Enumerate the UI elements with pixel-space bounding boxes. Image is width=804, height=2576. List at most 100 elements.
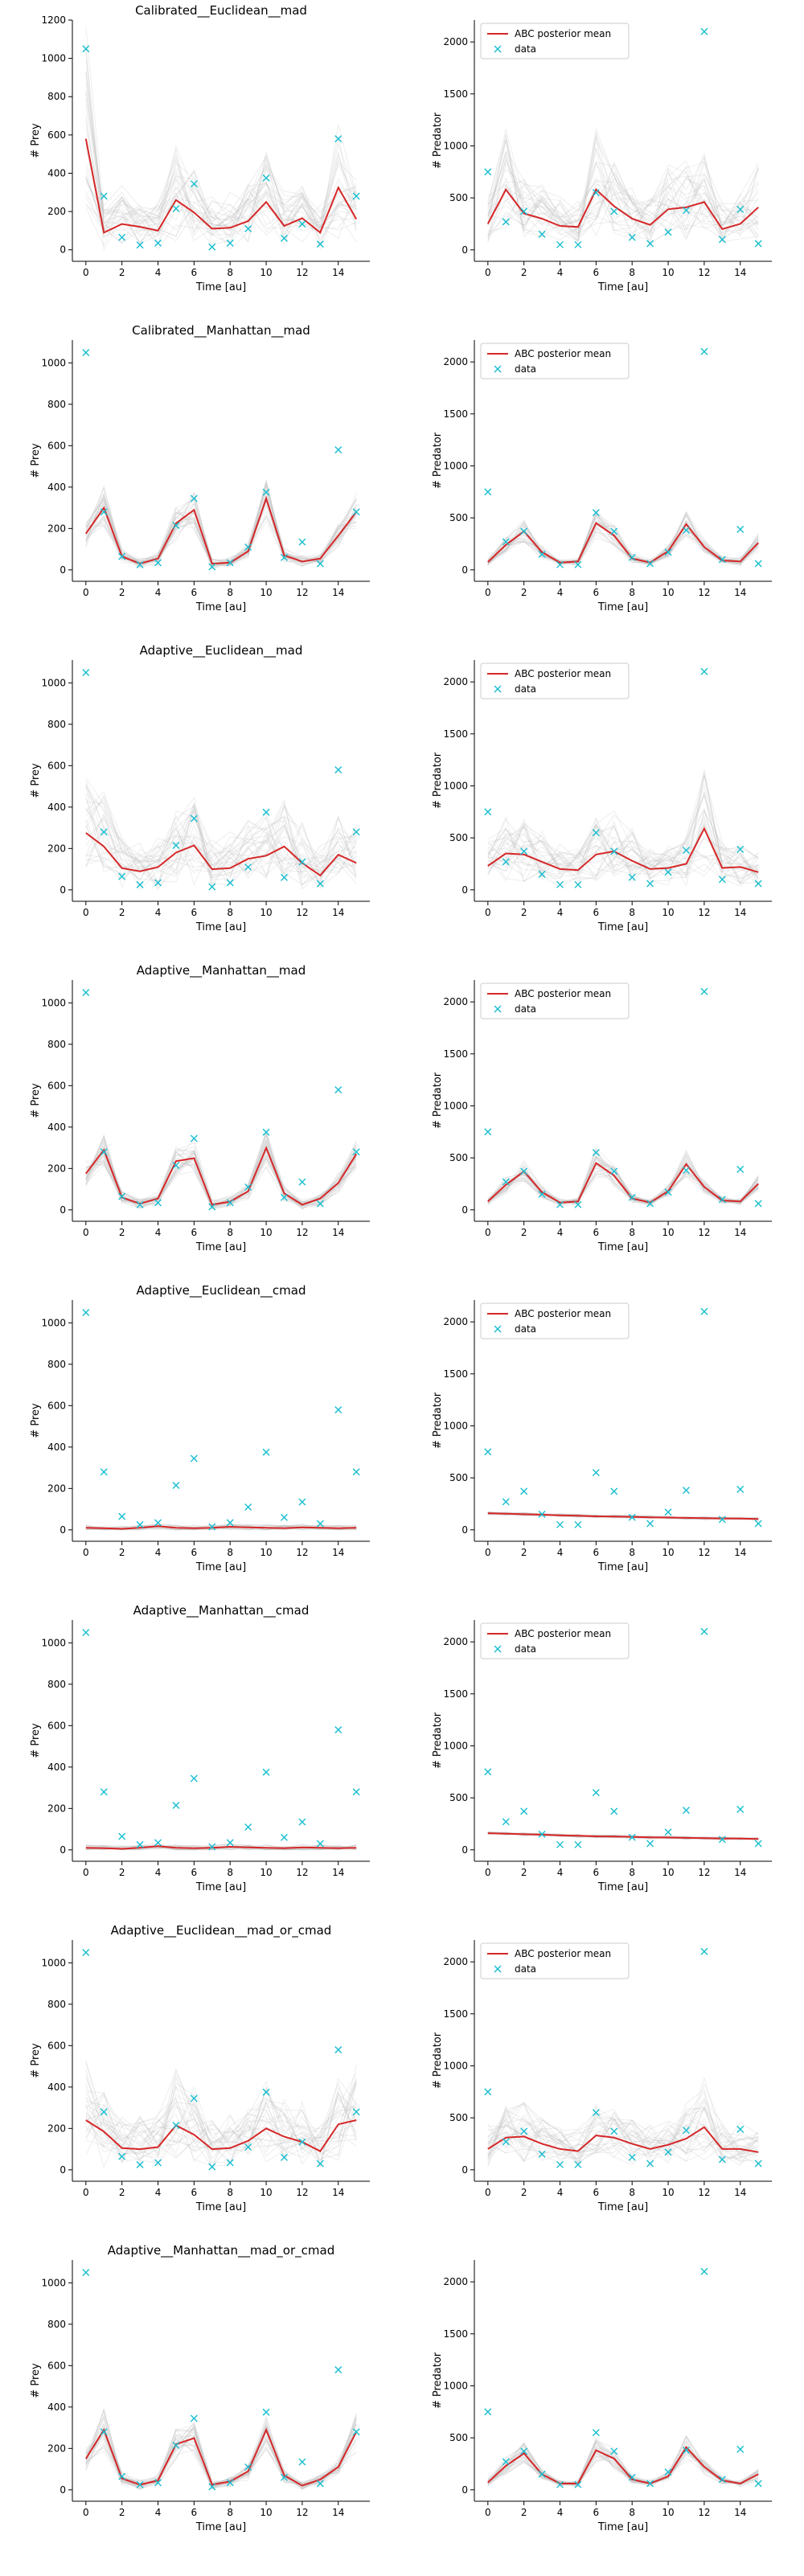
posterior-sample-line [487,1156,759,1204]
posterior-sample-line [85,802,357,887]
data-point [298,538,306,546]
data-point [556,2160,564,2168]
y-tick-label: 0 [59,884,66,896]
posterior-sample-line [487,2102,759,2164]
y-tick-label: 1000 [443,1420,468,1431]
x-tick-label: 4 [155,2507,162,2518]
posterior-sample-line [487,2106,759,2161]
y-tick-label: 1000 [443,1740,468,1751]
data-point [754,2480,762,2488]
chart-panel-7: 0 2 4 6 8 10 12 14 0 200 400 600 800 1000 Time [au] # P… [30,963,370,1253]
x-tick-label: 14 [332,1227,344,1238]
x-axis-label: Time [au] [195,1241,246,1253]
posterior-sample-line [85,795,357,882]
data-point [352,828,360,836]
legend-data-label: data [515,43,536,55]
y-tick-label: 800 [47,1679,66,1690]
chart-title: Adaptive__Euclidean__mad_or_cmad [111,1923,332,1938]
data-point [298,220,306,228]
data-point [628,233,636,241]
data-point [208,1523,216,1531]
data-point [154,1199,162,1207]
posterior-sample-line [85,501,357,568]
y-tick-label: 800 [47,2319,66,2330]
posterior-sample-line [85,151,357,248]
chart-title: Calibrated__Euclidean__mad [135,3,307,18]
y-tick-label: 500 [449,512,468,523]
data-markers [82,988,360,1211]
posterior-sample-line [85,502,357,568]
data-point [82,988,90,996]
posterior-sample-line [487,2437,759,2486]
posterior-sample-line [85,154,357,243]
x-tick-label: 2 [119,1867,125,1878]
data-point [502,1178,510,1186]
posterior-sample-line [487,791,759,877]
y-tick-label: 0 [59,244,66,256]
data-point [682,1167,690,1175]
posterior-mean-line [487,1512,759,1520]
data-point [484,1768,492,1776]
chart-panel-9: 0 2 4 6 8 10 12 14 0 200 400 600 800 1000 Time [au] # P… [30,1283,370,1573]
x-tick-label: 14 [734,1867,746,1878]
data-point [520,1487,528,1495]
chart-panel-16: 0 2 4 6 8 10 12 14 0 500 1000 1500 2000 Time [au] # Pr… [432,2260,772,2533]
y-axis-label: # Predator [432,432,444,489]
legend-mean-label: ABC posterior mean [515,1308,611,1319]
data-point [718,2156,726,2164]
x-tick-label: 2 [119,2187,125,2198]
x-tick-label: 12 [698,907,710,918]
y-tick-label: 200 [47,1163,66,1174]
posterior-sample-line [487,830,759,877]
data-point [520,2447,528,2455]
chart-title: Adaptive__Euclidean__cmad [137,1283,306,1298]
data-point [574,2160,582,2168]
chart-panel-13: 0 2 4 6 8 10 12 14 0 200 400 600 800 1000 Time [au] # P… [30,1923,370,2213]
posterior-sample-line [85,2062,357,2160]
data-point [664,1188,672,1196]
y-tick-label: 1000 [443,140,468,151]
x-tick-label: 10 [260,1547,272,1558]
x-tick-label: 8 [227,2507,233,2518]
y-tick-label: 2000 [443,676,468,687]
x-tick-label: 8 [629,1227,635,1238]
data-point [664,2148,672,2156]
data-point [664,1508,672,1516]
posterior-sample-line [487,2106,759,2163]
x-tick-label: 12 [296,1227,308,1238]
data-markers [82,45,360,251]
data-point [244,1183,252,1192]
posterior-sample-line [85,807,357,874]
posterior-sample-line [487,809,759,887]
legend-box [480,982,630,1019]
data-point [700,2267,708,2275]
posterior-mean-line [487,2126,759,2153]
data-point [646,560,654,568]
data-point [538,2150,546,2158]
y-tick-label: 400 [47,1442,66,1453]
x-tick-label: 0 [83,907,89,918]
data-point [700,1627,708,1635]
y-axis-label: # Predator [432,752,444,809]
y-tick-label: 2000 [443,2276,468,2287]
posterior-sample-line [85,91,357,236]
x-tick-label: 8 [227,907,233,918]
posterior-mean-line [84,2427,358,2487]
posterior-sample-line [487,826,759,877]
data-point [664,228,672,236]
posterior-sample-line [487,2106,759,2156]
data-point [484,1128,492,1136]
chart-panel-11: 0 2 4 6 8 10 12 14 0 200 400 600 800 1000 Time [au] # P… [30,1603,370,1893]
data-point [190,1454,198,1462]
data-point [208,2163,216,2171]
data-point [484,2408,492,2416]
posterior-sample-line [487,180,759,237]
legend-data-swatch [494,1965,502,1973]
data-point [556,2480,564,2488]
data-point [646,1200,654,1208]
posterior-sample-line [487,784,759,886]
x-tick-label: 12 [296,267,308,278]
data-point [664,548,672,556]
data-point [502,2138,510,2146]
